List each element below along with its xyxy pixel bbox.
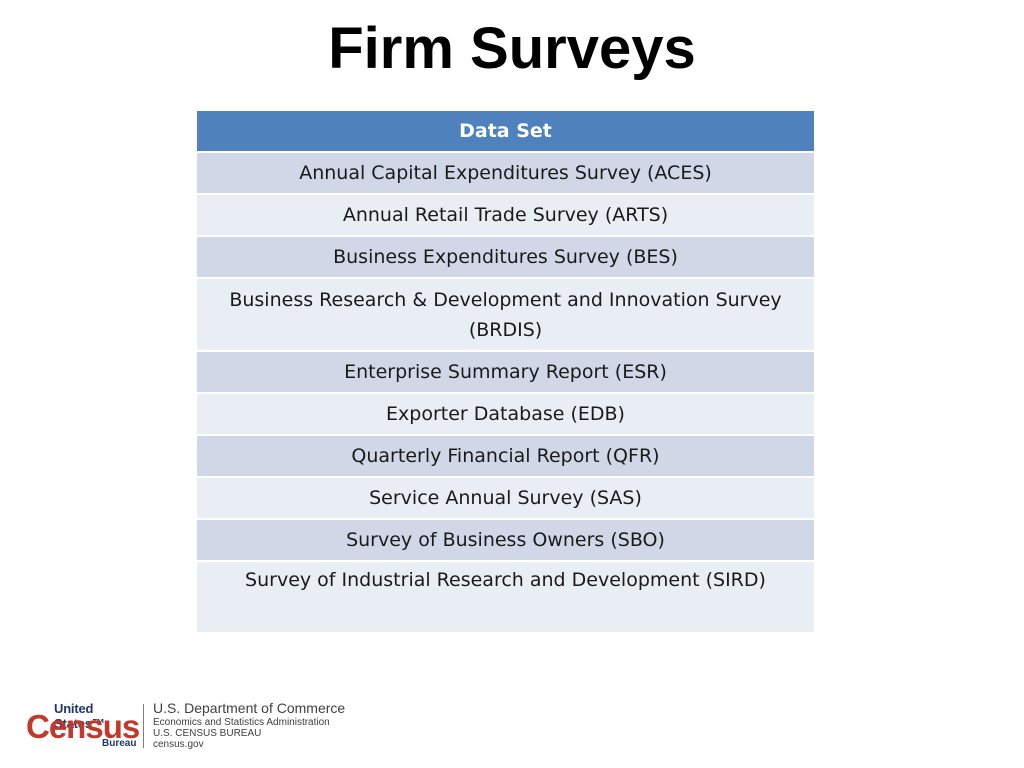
logo-united-states-text: United States™ (54, 701, 105, 731)
logo-census-text: Census (26, 708, 140, 745)
dept-bureau: U.S. CENSUS BUREAU (153, 728, 262, 739)
table-row: Annual Capital Expenditures Survey (ACES… (197, 153, 814, 193)
dept-website: census.gov (153, 739, 204, 750)
dept-administration: Economics and Statistics Administration (153, 717, 330, 728)
table-header: Data Set (197, 111, 814, 151)
table-row: Exporter Database (EDB) (197, 394, 814, 434)
dept-name: U.S. Department of Commerce (153, 700, 346, 716)
table-row: Quarterly Financial Report (QFR) (197, 436, 814, 476)
table-row: Annual Retail Trade Survey (ARTS) (197, 195, 814, 235)
department-block: U.S. Department of Commerce Economics an… (153, 700, 345, 750)
table-row: Business Research & Development and Inno… (197, 279, 814, 350)
census-logo-mark: United States™ Census Bureau (26, 700, 140, 750)
table-row: Service Annual Survey (SAS) (197, 478, 814, 518)
data-set-table: Data Set Annual Capital Expenditures Sur… (197, 111, 814, 634)
table-row: Survey of Business Owners (SBO) (197, 520, 814, 560)
table-row: Survey of Industrial Research and Develo… (197, 562, 814, 632)
logo-bureau-text: Bureau (102, 738, 137, 749)
slide-title: Firm Surveys (328, 16, 696, 81)
census-bureau-logo: United States™ Census Bureau U.S. Depart… (26, 700, 356, 754)
table-row: Enterprise Summary Report (ESR) (197, 352, 814, 392)
table-row: Business Expenditures Survey (BES) (197, 237, 814, 277)
footer-divider (143, 704, 144, 748)
